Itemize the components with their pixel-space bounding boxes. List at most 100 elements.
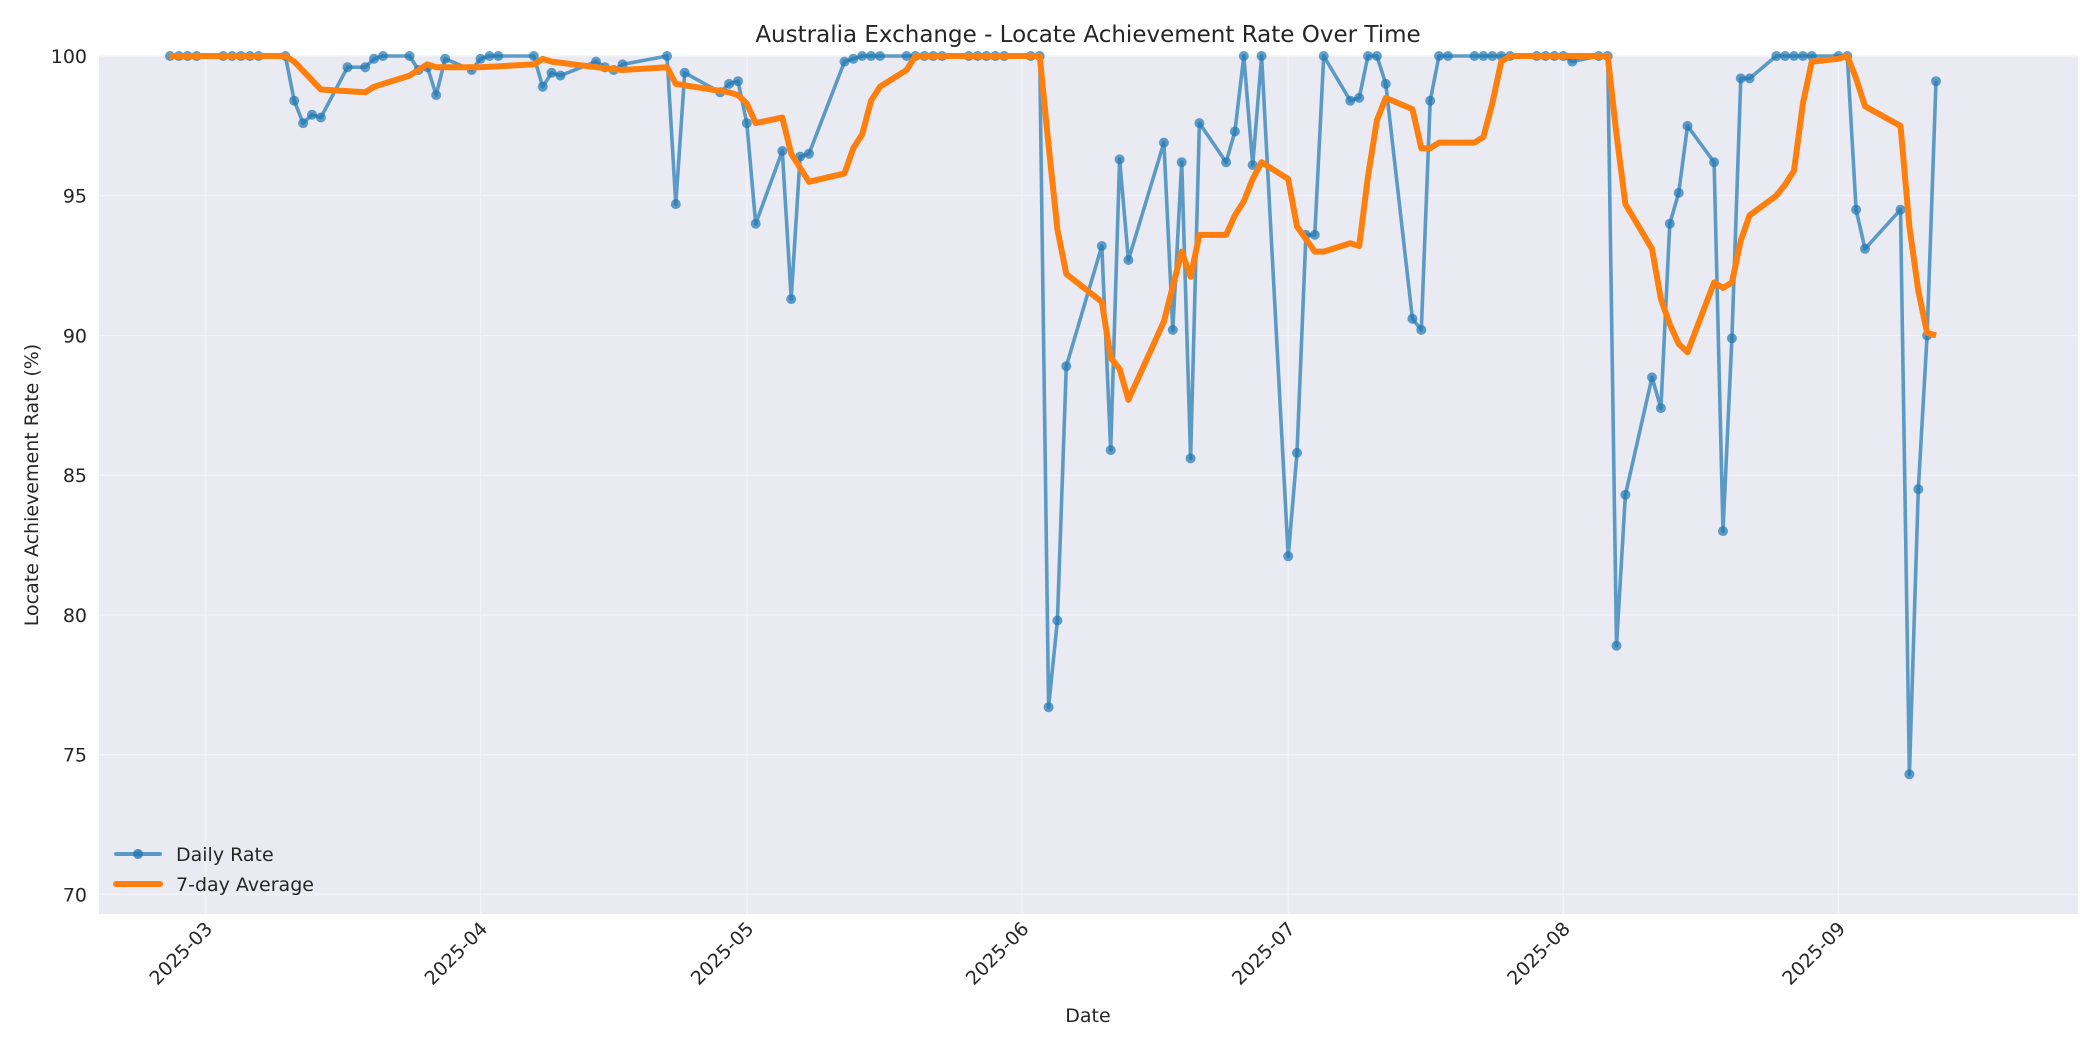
daily-rate-point [662,51,672,61]
daily-rate-point [1797,51,1808,61]
daily-rate-point [1256,51,1267,61]
daily-rate-point [1309,229,1320,240]
daily-rate-point [1238,51,1249,61]
daily-rate-point [378,51,388,61]
chart-title: Australia Exchange - Locate Achievement … [755,22,1420,48]
daily-rate-point [733,76,743,87]
daily-rate-point [1709,157,1720,168]
daily-rate-point [298,118,309,129]
y-tick-label: 85 [63,465,87,487]
daily-rate-point [1904,769,1915,780]
daily-rate-point [724,78,735,89]
daily-rate-point [342,62,353,73]
x-axis-ticks: 2025-03 2025-04 2025-05 2025-06 2025-07 2025-… [145,918,1850,990]
daily-rate-point [1442,51,1453,61]
daily-rate-point [1780,51,1791,61]
daily-rate-point [875,51,885,61]
daily-rate-point [546,67,557,78]
daily-rate-point [1620,489,1631,500]
daily-rate-point [1114,154,1125,165]
daily-rate-point [1744,73,1755,84]
legend-7-day-average-label: 7-day Average [176,874,314,896]
daily-rate-point [1229,126,1240,137]
y-tick-label: 70 [63,884,87,906]
daily-rate-point [679,67,690,78]
daily-rate-point [1425,95,1436,106]
daily-rate-point [1043,702,1054,713]
daily-rate-point [475,53,486,64]
daily-rate-point [289,95,300,106]
daily-rate-point [528,51,539,61]
daily-rate-point [1434,51,1444,61]
daily-rate-point [1283,551,1294,562]
daily-rate-point [1789,51,1799,61]
legend: Daily Rate 7-day Average [113,844,314,896]
daily-rate-point [1655,403,1666,414]
daily-rate-point [1380,78,1391,89]
x-tick-label: 2025-09 [1778,918,1850,990]
daily-rate-point [1851,204,1862,215]
daily-rate-point [1061,361,1072,372]
legend-item-daily-rate: Daily Rate [114,844,274,866]
daily-rate-point [777,146,788,156]
daily-rate-point [786,294,797,305]
y-axis-ticks: 70 75 80 85 90 95 100 [51,46,87,906]
x-tick-label: 2025-05 [687,918,759,990]
y-axis-label: Locate Achievement Rate (%) [21,344,43,626]
x-tick-label: 2025-06 [962,918,1034,990]
daily-rate-point [484,51,495,61]
x-axis-label: Date [1065,1005,1110,1027]
daily-rate-point [1718,526,1728,537]
legend-item-7-day-average: 7-day Average [113,874,314,896]
daily-rate-point [493,51,504,61]
daily-rate-point [741,118,752,129]
daily-rate-point [555,70,566,81]
y-tick-label: 75 [63,745,87,767]
daily-rate-point [1176,157,1187,168]
seven-day-average-series [170,53,1937,403]
daily-rate-point [1673,187,1684,198]
daily-rate-point [1221,157,1232,168]
daily-rate-point [369,53,380,64]
x-tick-label: 2025-08 [1503,918,1575,990]
daily-rate-point [1735,73,1746,84]
daily-rate-point [1371,51,1382,61]
daily-rate-point [1469,51,1480,61]
daily-rate-point [1860,243,1870,254]
daily-rate-point [1913,484,1924,495]
daily-rate-point [839,56,850,67]
daily-rate-point [1105,445,1116,456]
daily-rate-point [360,62,371,73]
x-tick-label: 2025-04 [420,918,492,990]
daily-rate-point [431,90,442,101]
daily-rate-point [1567,56,1578,67]
x-tick-label: 2025-03 [145,918,217,990]
daily-rate-point [315,112,326,123]
daily-rate-point [866,51,877,61]
daily-rate-point [1682,120,1693,131]
plot-area [99,56,2078,914]
daily-rate-point [1895,204,1906,215]
daily-rate-point [1354,92,1365,103]
daily-rate-point [670,199,681,210]
y-tick-label: 95 [63,186,87,208]
data-series [165,51,1941,780]
daily-rate-point [1931,76,1941,87]
daily-rate-point [1167,324,1178,335]
daily-rate-point [1096,241,1107,251]
daily-rate-point [307,109,317,120]
daily-rate-point [1123,255,1134,265]
daily-rate-point [901,51,912,61]
daily-rate-point [404,51,415,61]
daily-rate-point [1611,640,1622,651]
daily-rate-point [1363,51,1373,61]
gridlines [99,55,2078,914]
daily-rate-point [1647,372,1657,383]
daily-rate-point [1345,95,1356,106]
legend-daily-rate-marker-icon [133,849,143,859]
x-tick-label: 2025-07 [1228,918,1300,990]
daily-rate-point [1318,51,1329,61]
daily-rate-point [1185,453,1196,464]
daily-rate-point [848,53,859,64]
